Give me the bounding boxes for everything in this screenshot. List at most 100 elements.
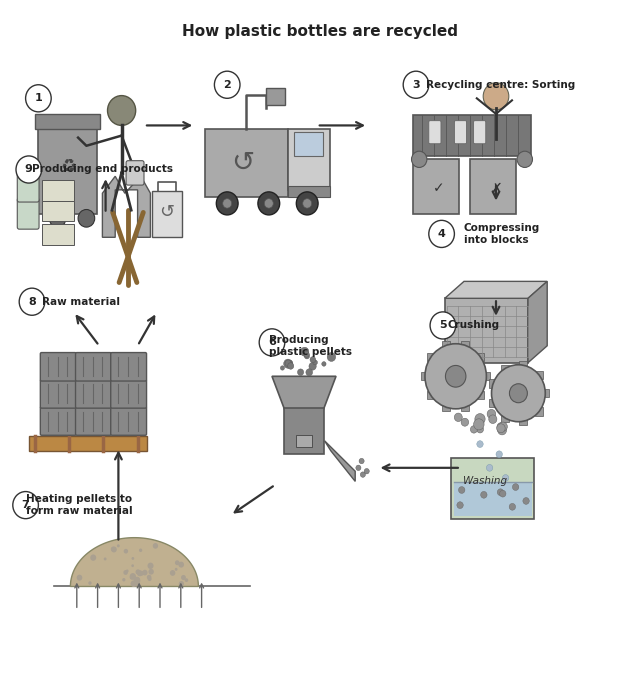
Circle shape: [26, 85, 51, 112]
Circle shape: [322, 361, 326, 366]
Circle shape: [300, 347, 309, 356]
Circle shape: [499, 422, 508, 431]
FancyBboxPatch shape: [29, 436, 147, 451]
Circle shape: [130, 576, 132, 579]
FancyBboxPatch shape: [490, 399, 497, 407]
Circle shape: [148, 577, 152, 581]
FancyBboxPatch shape: [427, 391, 435, 399]
Circle shape: [497, 424, 505, 433]
Text: 2: 2: [223, 80, 231, 89]
FancyBboxPatch shape: [76, 380, 111, 408]
FancyBboxPatch shape: [413, 159, 459, 214]
FancyBboxPatch shape: [111, 407, 147, 435]
Circle shape: [131, 557, 134, 560]
Circle shape: [287, 360, 292, 366]
Text: 3: 3: [412, 80, 420, 89]
FancyBboxPatch shape: [294, 132, 323, 156]
FancyBboxPatch shape: [451, 458, 534, 519]
Circle shape: [489, 415, 497, 424]
Circle shape: [517, 151, 532, 167]
Circle shape: [259, 329, 285, 356]
Circle shape: [364, 468, 369, 474]
Text: 8: 8: [28, 297, 36, 306]
FancyBboxPatch shape: [490, 380, 497, 388]
Circle shape: [49, 210, 66, 227]
FancyBboxPatch shape: [442, 341, 450, 349]
FancyBboxPatch shape: [442, 403, 450, 412]
Circle shape: [147, 575, 152, 580]
Circle shape: [122, 578, 125, 582]
Text: 9: 9: [25, 165, 33, 174]
Circle shape: [147, 563, 154, 569]
Circle shape: [475, 414, 485, 424]
Circle shape: [139, 571, 144, 576]
Circle shape: [483, 83, 509, 110]
Circle shape: [280, 366, 285, 370]
Circle shape: [135, 578, 140, 584]
Circle shape: [304, 353, 310, 359]
Circle shape: [223, 199, 232, 208]
FancyBboxPatch shape: [42, 201, 74, 221]
Circle shape: [111, 546, 116, 553]
FancyBboxPatch shape: [284, 408, 324, 454]
Circle shape: [16, 156, 42, 183]
Circle shape: [88, 581, 92, 585]
Circle shape: [481, 492, 487, 498]
Circle shape: [136, 570, 140, 574]
Text: 7: 7: [22, 500, 29, 510]
Circle shape: [296, 192, 318, 215]
Circle shape: [111, 546, 115, 551]
Text: ↺: ↺: [232, 148, 255, 177]
FancyBboxPatch shape: [38, 129, 97, 214]
Circle shape: [445, 365, 466, 387]
Circle shape: [148, 569, 154, 575]
Circle shape: [131, 564, 134, 567]
FancyBboxPatch shape: [501, 365, 509, 373]
Circle shape: [509, 384, 527, 403]
Circle shape: [137, 570, 143, 576]
Circle shape: [304, 351, 309, 357]
FancyBboxPatch shape: [421, 372, 429, 380]
Text: Producing end products: Producing end products: [32, 165, 173, 174]
Circle shape: [134, 577, 138, 582]
Circle shape: [181, 575, 186, 580]
Polygon shape: [102, 176, 150, 237]
Circle shape: [90, 555, 96, 561]
Circle shape: [458, 487, 465, 494]
Circle shape: [454, 413, 462, 422]
Circle shape: [287, 363, 294, 370]
FancyBboxPatch shape: [288, 129, 330, 190]
FancyBboxPatch shape: [501, 414, 509, 422]
FancyBboxPatch shape: [126, 161, 144, 185]
Circle shape: [523, 498, 529, 504]
FancyBboxPatch shape: [470, 159, 516, 214]
FancyBboxPatch shape: [454, 482, 532, 516]
Circle shape: [108, 96, 136, 125]
Text: ✓: ✓: [433, 182, 444, 195]
Circle shape: [134, 581, 139, 586]
Circle shape: [306, 369, 312, 376]
FancyBboxPatch shape: [296, 435, 312, 447]
Circle shape: [327, 353, 335, 361]
Circle shape: [117, 544, 120, 547]
FancyBboxPatch shape: [24, 192, 32, 200]
FancyBboxPatch shape: [111, 380, 147, 408]
Circle shape: [502, 475, 509, 481]
Circle shape: [486, 464, 493, 471]
FancyBboxPatch shape: [483, 372, 490, 380]
Circle shape: [425, 344, 486, 409]
Circle shape: [214, 71, 240, 98]
Circle shape: [430, 312, 456, 339]
Circle shape: [139, 549, 142, 552]
Text: Compressing
into blocks: Compressing into blocks: [464, 223, 540, 245]
Circle shape: [487, 410, 496, 418]
FancyBboxPatch shape: [461, 403, 469, 412]
Circle shape: [131, 580, 137, 587]
FancyBboxPatch shape: [266, 88, 285, 105]
Circle shape: [457, 502, 463, 508]
Polygon shape: [445, 281, 547, 298]
Text: Raw material: Raw material: [42, 297, 120, 306]
Circle shape: [298, 369, 304, 376]
Circle shape: [285, 360, 291, 367]
Circle shape: [134, 581, 138, 585]
